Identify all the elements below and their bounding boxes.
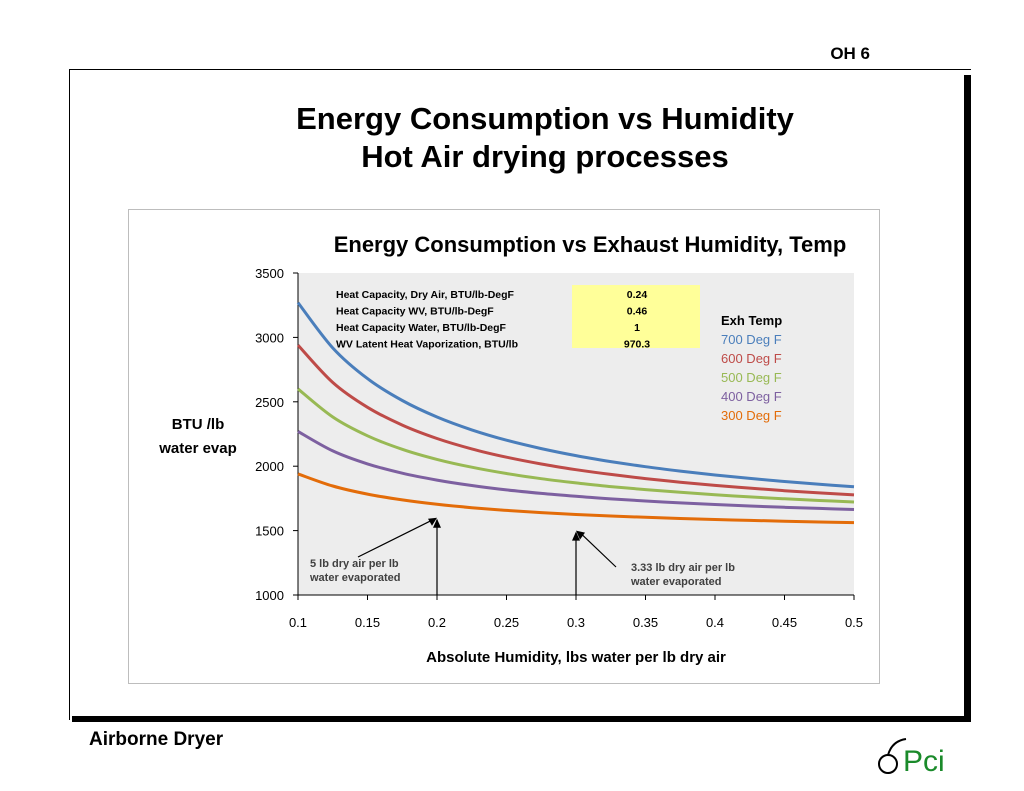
right-border-bar bbox=[964, 75, 971, 721]
constant-label: Heat Capacity Water, BTU/lb-DegF bbox=[336, 322, 507, 334]
top-rule bbox=[69, 69, 971, 70]
x-tick-label: 0.15 bbox=[355, 615, 380, 630]
series-line-700-deg-f bbox=[296, 301, 855, 489]
y-axis-label: BTU /lb water evap bbox=[158, 416, 237, 457]
y-axis-label-line: BTU /lb bbox=[172, 416, 225, 433]
legend-item: 400 Deg F bbox=[721, 389, 782, 404]
legend-title: Exh Temp bbox=[721, 313, 782, 328]
pci-logo: Pci bbox=[878, 738, 945, 778]
annotation-text: 3.33 lb dry air per lb bbox=[631, 562, 735, 574]
page-title: Energy Consumption vs Humidity Hot Air d… bbox=[0, 100, 1024, 176]
logo-ring-icon bbox=[878, 754, 898, 774]
x-tick-label: 0.3 bbox=[567, 615, 585, 630]
annotation-text: water evaporated bbox=[630, 576, 721, 588]
y-axis-label-line: water evap bbox=[158, 440, 237, 457]
series-line-500-deg-f bbox=[297, 387, 855, 504]
annotation-pointer-line bbox=[357, 520, 432, 558]
x-tick-label: 0.25 bbox=[494, 615, 519, 630]
vertical-marker-arrowhead bbox=[572, 531, 580, 541]
page-title-line-1: Energy Consumption vs Humidity bbox=[296, 101, 794, 136]
annotation-text: water evaporated bbox=[309, 572, 400, 584]
slide-label: OH 6 bbox=[830, 44, 870, 63]
y-tick-label: 2000 bbox=[255, 459, 284, 474]
constants-value-highlight bbox=[572, 285, 700, 348]
page-title-line-2: Hot Air drying processes bbox=[361, 139, 729, 174]
legend-item: 600 Deg F bbox=[721, 351, 782, 366]
x-tick-label: 0.4 bbox=[706, 615, 724, 630]
x-axis-ticks: 0.1 0.15 0.2 0.25 0.3 0.35 0.4 0.45 0.5 bbox=[289, 595, 863, 630]
legend-item: 500 Deg F bbox=[721, 370, 782, 385]
constant-label: Heat Capacity WV, BTU/lb-DegF bbox=[336, 306, 494, 318]
y-tick-label: 1000 bbox=[255, 588, 284, 603]
series-lines bbox=[296, 301, 855, 525]
energy-chart: Energy Consumption vs Exhaust Humidity, … bbox=[158, 232, 863, 666]
constant-value: 1 bbox=[634, 322, 640, 334]
series-line-300-deg-f bbox=[297, 472, 855, 525]
legend-item: 300 Deg F bbox=[721, 408, 782, 423]
y-tick-label: 3000 bbox=[255, 330, 284, 345]
y-tick-label: 3500 bbox=[255, 266, 284, 281]
vertical-marker-arrowhead bbox=[433, 518, 441, 528]
bottom-border-bar bbox=[72, 716, 971, 722]
annotation-arrowhead bbox=[428, 517, 437, 526]
series-line-600-deg-f bbox=[296, 344, 855, 497]
annotations: 5 lb dry air per lb water evaporated 3.33 … bbox=[309, 517, 735, 595]
legend: Exh Temp 700 Deg F 600 Deg F 500 Deg F 400 D… bbox=[721, 313, 782, 423]
constant-label: WV Latent Heat Vaporization, BTU/lb bbox=[336, 339, 518, 351]
x-tick-label: 0.2 bbox=[428, 615, 446, 630]
left-rule bbox=[69, 69, 70, 720]
logo-text: Pci bbox=[903, 745, 945, 778]
series-line-400-deg-f bbox=[297, 430, 855, 511]
x-tick-label: 0.45 bbox=[772, 615, 797, 630]
x-tick-label: 0.5 bbox=[845, 615, 863, 630]
y-tick-label: 1500 bbox=[255, 524, 284, 539]
legend-item: 700 Deg F bbox=[721, 332, 782, 347]
x-axis-label: Absolute Humidity, lbs water per lb dry … bbox=[426, 649, 726, 666]
annotation-text: 5 lb dry air per lb bbox=[310, 558, 399, 570]
annotation-pointer-line bbox=[581, 534, 617, 568]
x-tick-label: 0.35 bbox=[633, 615, 658, 630]
y-tick-label: 2500 bbox=[255, 395, 284, 410]
footer-text: Airborne Dryer bbox=[89, 729, 224, 750]
constant-value: 970.3 bbox=[624, 339, 650, 351]
annotation-arrowhead bbox=[576, 530, 585, 540]
constants-table: Heat Capacity, Dry Air, BTU/lb-DegF 0.24 H… bbox=[336, 285, 700, 351]
constant-value: 0.24 bbox=[627, 289, 648, 301]
y-axis-ticks: 1000 1500 2000 2500 3000 3500 bbox=[255, 266, 298, 603]
chart-title: Energy Consumption vs Exhaust Humidity, … bbox=[334, 232, 847, 257]
x-tick-label: 0.1 bbox=[289, 615, 307, 630]
constant-label: Heat Capacity, Dry Air, BTU/lb-DegF bbox=[336, 289, 515, 301]
constant-value: 0.46 bbox=[627, 306, 648, 318]
logo-swoosh-icon bbox=[887, 738, 907, 756]
